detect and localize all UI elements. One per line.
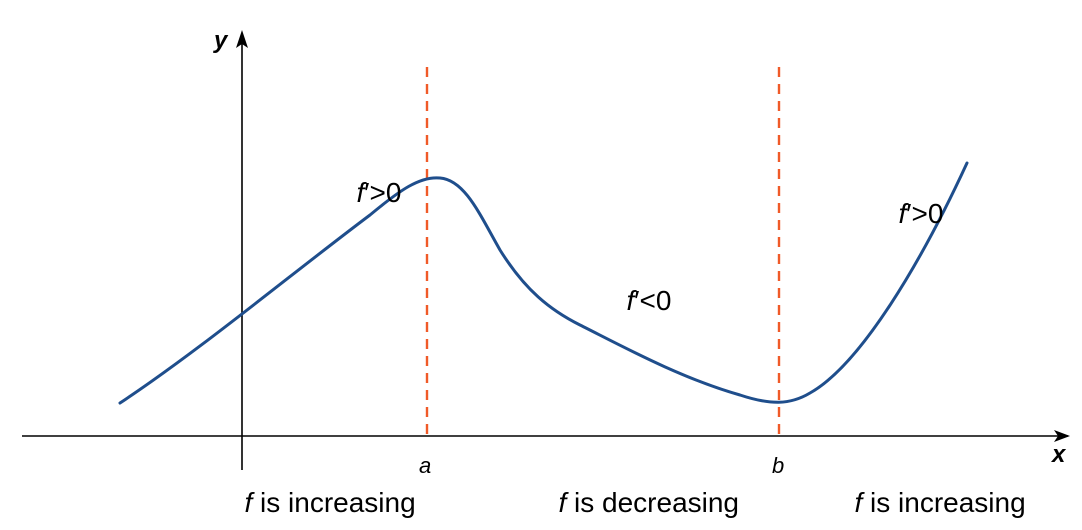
y-axis-arrow-icon: [236, 30, 248, 48]
y-axis-label: y: [213, 27, 229, 54]
region-middle-rest: is decreasing: [566, 487, 739, 518]
region-label-middle: f is decreasing: [504, 487, 778, 518]
tick-label-b: b: [772, 453, 784, 478]
x-axis-label: x: [1050, 441, 1067, 468]
annotation-left-derivative: f′>0: [302, 177, 440, 208]
region-left-f: f: [244, 487, 255, 518]
annotation-left-f: f: [356, 177, 367, 208]
annotation-middle-rest: ′<0: [634, 285, 671, 316]
annotation-middle-derivative: f′<0: [572, 285, 710, 316]
region-label-right: f is increasing: [800, 487, 1065, 518]
region-left-rest: is increasing: [252, 487, 415, 518]
region-label-left: f is increasing: [190, 487, 455, 518]
function-curve: [118, 161, 969, 405]
region-middle-f: f: [558, 487, 569, 518]
region-right-rest: is increasing: [862, 487, 1025, 518]
annotation-left-rest: ′>0: [364, 177, 401, 208]
annotation-right-rest: ′>0: [906, 198, 943, 229]
annotation-right-f: f: [898, 198, 909, 229]
annotation-right-derivative: f′>0: [844, 198, 982, 229]
region-right-f: f: [854, 487, 865, 518]
annotation-middle-f: f: [626, 285, 637, 316]
x-axis-arrow-icon: [1054, 430, 1070, 442]
tick-label-a: a: [419, 453, 431, 478]
